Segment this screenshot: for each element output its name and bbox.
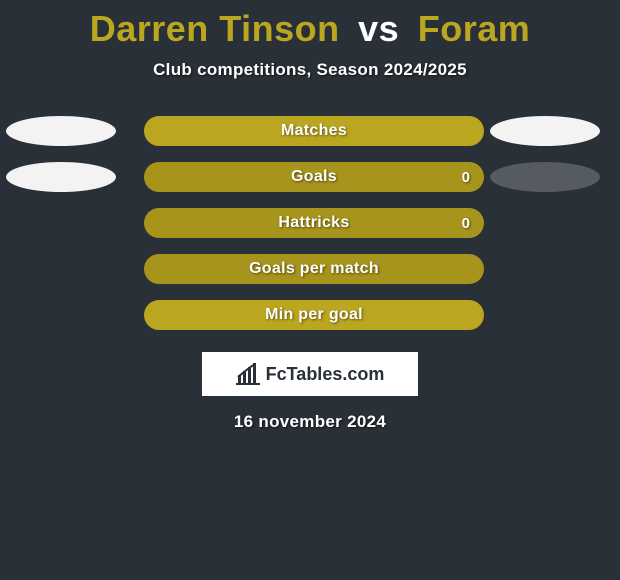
stat-bar: Min per goal bbox=[144, 300, 484, 330]
stat-row: Goals 0 bbox=[0, 154, 620, 200]
right-value-ellipse bbox=[490, 162, 600, 192]
left-value-ellipse bbox=[6, 116, 116, 146]
stat-row: Hattricks 0 bbox=[0, 200, 620, 246]
stat-row: Min per goal bbox=[0, 292, 620, 338]
stat-label: Hattricks bbox=[278, 214, 349, 232]
date-text: 16 november 2024 bbox=[0, 412, 620, 432]
player1-name: Darren Tinson bbox=[90, 8, 340, 49]
stat-label: Goals per match bbox=[249, 260, 379, 278]
left-value-ellipse bbox=[6, 162, 116, 192]
stat-bar: Hattricks 0 bbox=[144, 208, 484, 238]
stat-right-value: 0 bbox=[462, 215, 470, 232]
logo-text: FcTables.com bbox=[266, 364, 385, 385]
stat-bar: Goals per match bbox=[144, 254, 484, 284]
stat-bar: Matches bbox=[144, 116, 484, 146]
logo-box: FcTables.com bbox=[202, 352, 418, 396]
logo-inner: FcTables.com bbox=[236, 363, 385, 385]
stat-label: Min per goal bbox=[265, 306, 363, 324]
right-value-ellipse bbox=[490, 116, 600, 146]
player2-name: Foram bbox=[418, 8, 531, 49]
stat-label: Matches bbox=[281, 122, 347, 140]
stat-label: Goals bbox=[291, 168, 337, 186]
comparison-title: Darren Tinson vs Foram bbox=[0, 0, 620, 50]
subtitle-text: Club competitions, Season 2024/2025 bbox=[0, 60, 620, 80]
stat-row: Goals per match bbox=[0, 246, 620, 292]
stat-rows: Matches Goals 0 Hattricks 0 Goals per match Mi… bbox=[0, 108, 620, 338]
stat-bar: Goals 0 bbox=[144, 162, 484, 192]
title-vs: vs bbox=[358, 8, 399, 49]
chart-icon bbox=[236, 363, 262, 385]
stat-row: Matches bbox=[0, 108, 620, 154]
stat-right-value: 0 bbox=[462, 169, 470, 186]
